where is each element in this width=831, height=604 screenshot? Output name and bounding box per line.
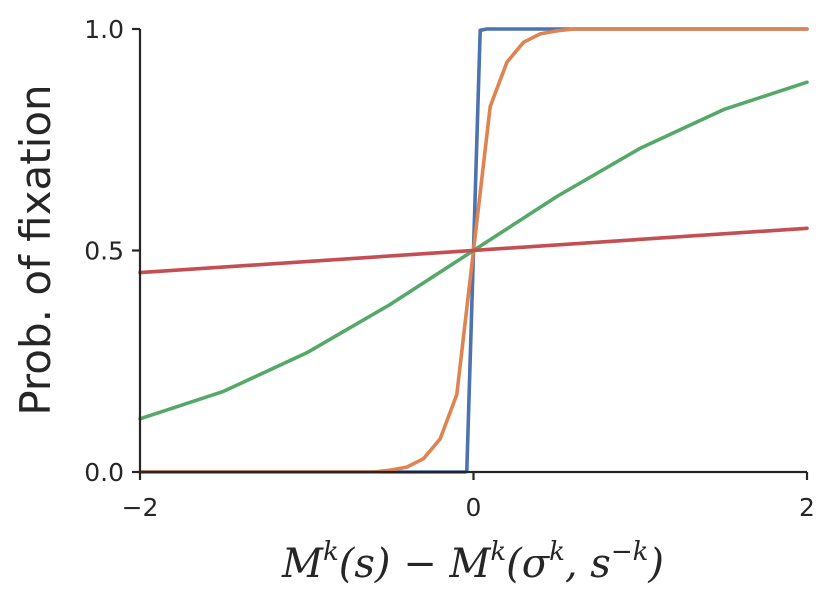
series-line-4 xyxy=(138,226,809,275)
x-tick-label: −2 xyxy=(122,493,159,522)
y-tick-label: 0.5 xyxy=(84,237,124,266)
series-layer xyxy=(138,27,809,474)
x-tick-label: 2 xyxy=(799,493,815,522)
x-axis-label: Mk(s) − Mk(σk, s−k) xyxy=(281,537,664,587)
y-tick-label: 0.0 xyxy=(84,458,124,487)
y-axis-label: Prob. of fixation xyxy=(11,84,60,415)
y-tick-label: 1.0 xyxy=(84,15,124,44)
ticks-layer: 0.0 0.5 1.0 −2 0 2 xyxy=(84,15,815,522)
x-tick-label: 0 xyxy=(466,493,482,522)
